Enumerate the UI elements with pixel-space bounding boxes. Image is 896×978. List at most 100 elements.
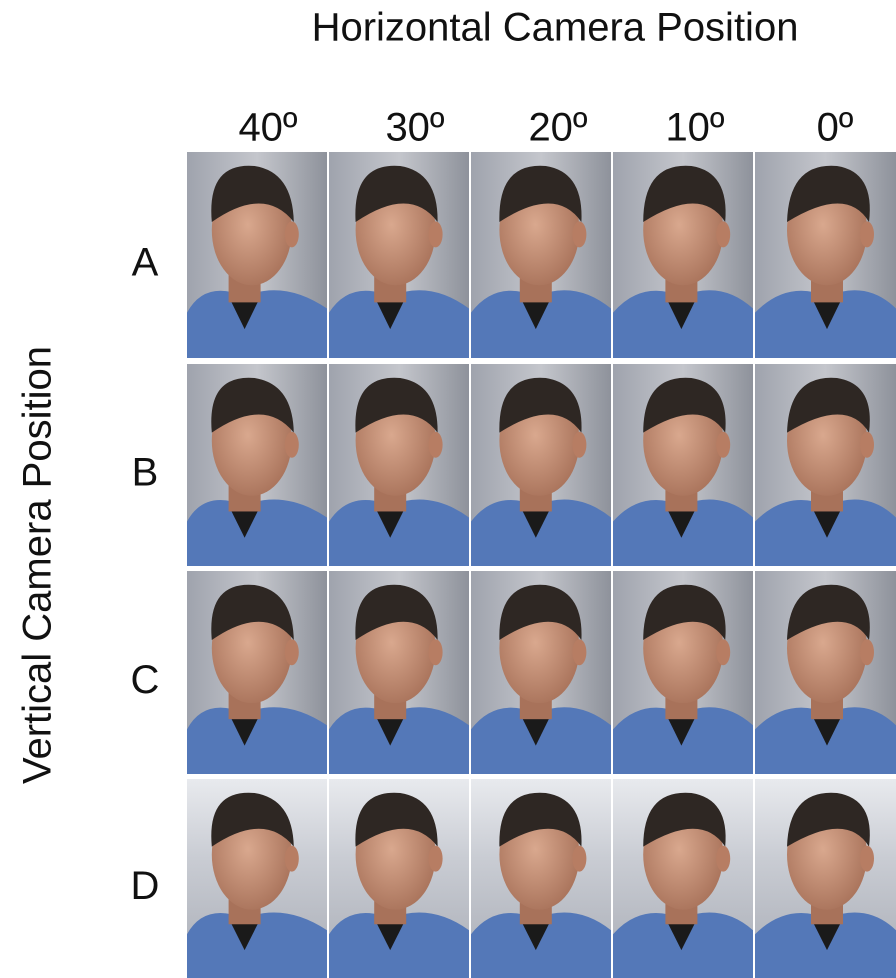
collar [230, 717, 259, 746]
shirt [187, 499, 327, 566]
collar [667, 509, 696, 538]
hair [499, 165, 582, 223]
face-photo [755, 152, 896, 358]
hair [643, 377, 726, 433]
collar [376, 509, 405, 538]
row-label: D [131, 864, 160, 908]
ear [572, 845, 587, 872]
hair [787, 584, 870, 641]
ear [428, 639, 443, 666]
face-photo [755, 364, 896, 566]
face-photo [329, 779, 469, 978]
hair [211, 792, 294, 847]
collar [521, 717, 550, 746]
column-label: 20º [528, 106, 587, 150]
column-label: 40º [238, 106, 297, 150]
shirt [187, 912, 327, 978]
ear [860, 845, 874, 872]
face-photo [613, 152, 753, 358]
shirt [329, 912, 469, 978]
ear [428, 431, 443, 458]
collar [521, 509, 550, 538]
collar [376, 922, 405, 951]
hair [499, 584, 582, 641]
shirt [187, 290, 327, 358]
collar [230, 922, 259, 951]
collar [230, 509, 259, 538]
hair [355, 165, 438, 223]
ear [860, 221, 874, 248]
face-photo [755, 571, 896, 774]
ear [284, 639, 299, 666]
collar [813, 509, 841, 538]
ear [284, 845, 299, 872]
hair [499, 377, 582, 433]
face-photo [329, 152, 469, 358]
collar [376, 300, 405, 330]
hair [211, 165, 294, 223]
column-label: 30º [385, 106, 444, 150]
ear [284, 431, 299, 458]
hair [355, 377, 438, 433]
hair [787, 792, 870, 847]
hair [211, 377, 294, 433]
collar [813, 300, 841, 330]
face-photo [755, 779, 896, 978]
collar [813, 717, 841, 746]
ear [428, 845, 443, 872]
ear [428, 221, 443, 248]
hair [499, 792, 582, 847]
hair [355, 792, 438, 847]
face-photo [471, 779, 611, 978]
collar [230, 300, 259, 330]
row-label: B [132, 451, 159, 495]
shirt [329, 499, 469, 566]
ear [716, 845, 731, 872]
face-photo [471, 364, 611, 566]
ear [716, 639, 731, 666]
ear [860, 431, 874, 458]
row-label: C [131, 658, 160, 702]
collar [667, 922, 696, 951]
shirt [329, 290, 469, 358]
shirt [471, 707, 611, 774]
hair [355, 584, 438, 641]
collar [667, 300, 696, 330]
face-photo [329, 364, 469, 566]
shirt [329, 707, 469, 774]
collar [667, 717, 696, 746]
hair [787, 377, 870, 433]
hair [643, 165, 726, 223]
face-photo [613, 571, 753, 774]
hair [643, 792, 726, 847]
ear [716, 221, 731, 248]
hair [787, 165, 870, 223]
column-label: 10º [665, 106, 724, 150]
ear [572, 639, 587, 666]
ear [860, 639, 874, 666]
vertical-label: Vertical Camera Position [16, 346, 60, 784]
column-label: 0º [817, 106, 854, 150]
collar [376, 717, 405, 746]
collar [521, 300, 550, 330]
ear [572, 221, 587, 248]
ear [572, 431, 587, 458]
face-photo [613, 779, 753, 978]
collar [813, 922, 841, 951]
face-photo [329, 571, 469, 774]
ear [284, 221, 299, 248]
photo-grid [187, 152, 896, 978]
face-photo [187, 779, 327, 978]
shirt [471, 912, 611, 978]
face-photo [187, 152, 327, 358]
shirt [471, 499, 611, 566]
collar [521, 922, 550, 951]
ear [716, 431, 731, 458]
hair [211, 584, 294, 641]
row-label: A [132, 241, 159, 285]
face-photo [613, 364, 753, 566]
face-photo [187, 364, 327, 566]
face-photo [471, 152, 611, 358]
shirt [187, 707, 327, 774]
